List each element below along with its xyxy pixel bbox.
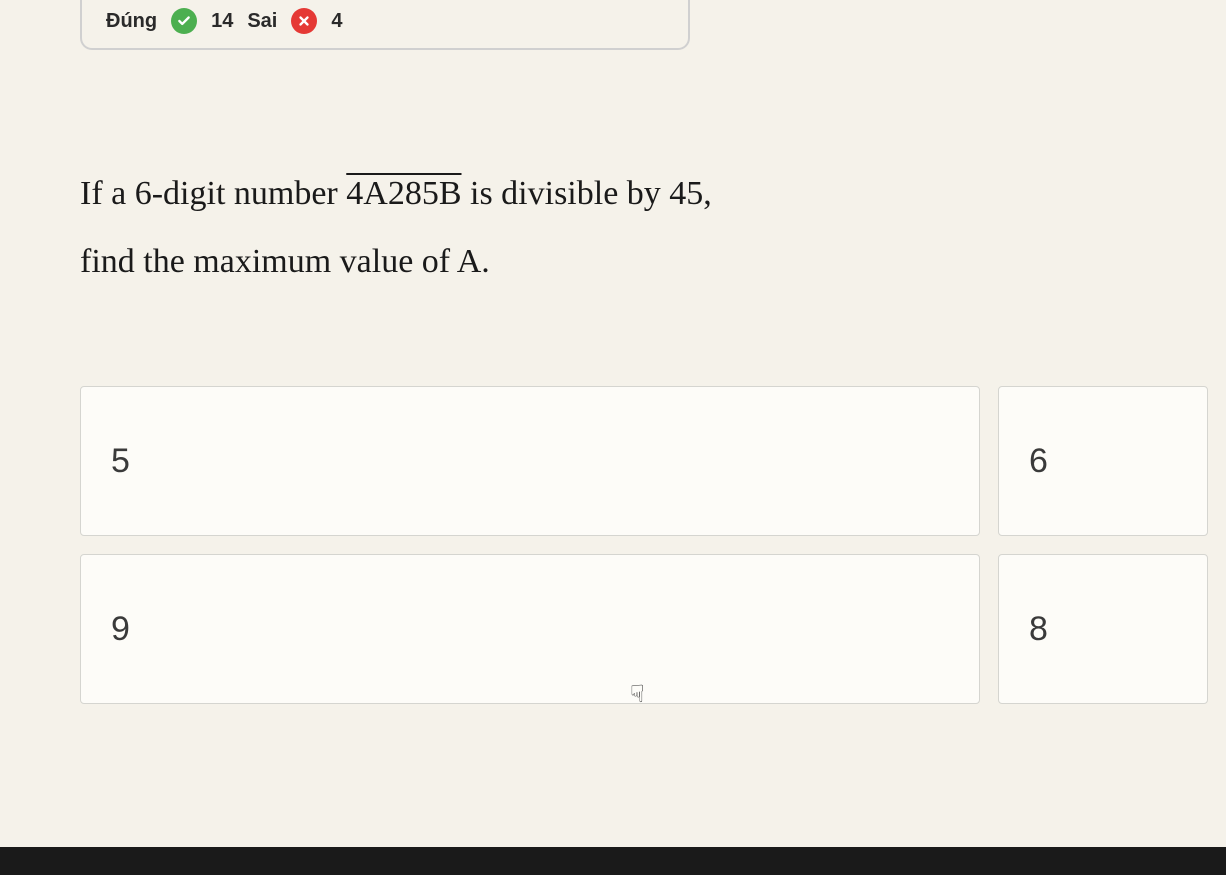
answer-option-4[interactable]: 8 [998, 554, 1208, 704]
question-number: 4A285B [346, 175, 461, 212]
question-prefix: If a 6-digit number [80, 175, 346, 212]
wrong-label: Sai [247, 10, 277, 33]
answer-option-1[interactable]: 5 [80, 386, 980, 536]
correct-count: 14 [211, 10, 233, 33]
answer-option-1-label: 5 [111, 442, 130, 481]
wrong-count: 4 [331, 10, 342, 33]
score-box: Đúng 14 Sai 4 [80, 0, 690, 50]
cross-icon [291, 8, 317, 34]
answer-option-3-label: 9 [111, 610, 130, 649]
answer-option-2-label: 6 [1029, 442, 1048, 481]
question-line-2: find the maximum value of A. [80, 228, 1186, 296]
check-icon [171, 8, 197, 34]
question-suffix: is divisible by 45, [462, 175, 712, 212]
answer-option-2[interactable]: 6 [998, 386, 1208, 536]
answer-option-3[interactable]: 9 [80, 554, 980, 704]
correct-label: Đúng [106, 10, 157, 33]
answers-grid: 5 6 9 8 [80, 386, 1226, 704]
answer-option-4-label: 8 [1029, 610, 1048, 649]
bottom-bar [0, 847, 1226, 875]
question-line-1: If a 6-digit number 4A285B is divisible … [80, 160, 1186, 228]
question-area: If a 6-digit number 4A285B is divisible … [80, 160, 1186, 296]
